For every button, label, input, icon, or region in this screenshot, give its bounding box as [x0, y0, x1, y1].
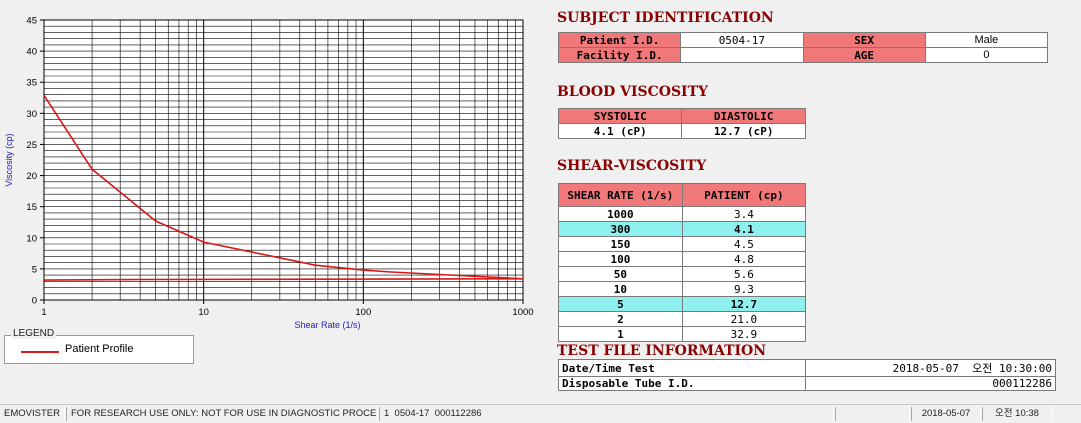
shear-rate-cell: 300	[558, 221, 683, 237]
diastolic-label: DIASTOLIC	[681, 108, 806, 124]
test-file-table: Date/Time Test 2018-05-07 오전 10:30:00 Di…	[558, 359, 1056, 391]
shear-row: 300 4.1	[558, 221, 807, 237]
shear-viscosity-table: SHEAR RATE (1/s) PATIENT (cp) 1000 3.4 300…	[558, 183, 807, 342]
status-record: 1 0504-17 000112286	[379, 407, 834, 421]
age-value: 0	[924, 47, 1049, 63]
subject-title: SUBJECT IDENTIFICATION	[557, 10, 774, 26]
shear-row: 100 4.8	[558, 251, 807, 267]
blood-viscosity-title: BLOOD VISCOSITY	[557, 84, 709, 100]
x-tick-label: 100	[355, 307, 371, 318]
patient-cp-cell: 9.3	[681, 281, 807, 297]
blood-viscosity-table: SYSTOLIC DIASTOLIC 4.1 (cP) 12.7 (cP)	[557, 108, 806, 139]
x-tick-label: 1	[41, 307, 46, 318]
patient-cp-cell: 3.4	[681, 206, 807, 222]
patient-id-value: 0504-17	[680, 32, 804, 48]
legend-box: LEGEND Patient Profile	[4, 328, 194, 364]
patient-id-label: Patient I.D.	[557, 32, 682, 48]
x-axis-label: Shear Rate (1/s)	[294, 320, 360, 330]
test-file-title: TEST FILE INFORMATION	[557, 343, 767, 359]
date-time-value: 2018-05-07 오전 10:30:00	[805, 359, 1056, 377]
shear-rate-cell: 100	[558, 251, 683, 267]
diastolic-value: 12.7 (cP)	[681, 123, 806, 139]
viscosity-chart: 0 5 10 15 20 25 30 35 40 45 1 10 100 1000 Shear Rate (…	[0, 4, 540, 330]
shear-row: 150 4.5	[558, 236, 807, 252]
shear-rate-cell: 2	[558, 311, 683, 327]
baseline-line	[43, 277, 524, 281]
x-tick-label: 10	[198, 307, 209, 318]
y-tick-label: 35	[26, 78, 37, 89]
patient-profile-line	[43, 94, 524, 280]
sex-label: SEX	[802, 32, 926, 48]
facility-id-label: Facility I.D.	[557, 47, 682, 63]
shear-rate-cell: 5	[558, 296, 683, 312]
tube-id-label: Disposable Tube I.D.	[558, 376, 806, 391]
patient-cp-cell: 5.6	[681, 266, 807, 282]
subject-table: Patient I.D. 0504-17 SEX Male Facility I…	[557, 32, 1049, 63]
patient-cp-cell: 4.8	[681, 251, 807, 267]
shear-row: 5 12.7	[558, 296, 807, 312]
legend-title: LEGEND	[11, 328, 57, 339]
patient-cp-header: PATIENT (cp)	[681, 183, 807, 207]
y-tick-label: 45	[26, 16, 37, 27]
shear-row: 50 5.6	[558, 266, 807, 282]
shear-rate-cell: 10	[558, 281, 683, 297]
y-axis-label: Viscosity (cp)	[4, 133, 14, 186]
shear-row: 10 9.3	[558, 281, 807, 297]
shear-row: 1000 3.4	[558, 206, 807, 222]
patient-cp-cell: 32.9	[681, 326, 807, 342]
status-time: 오전 10:38	[982, 407, 1052, 421]
status-blank	[835, 407, 910, 421]
plot-area	[43, 19, 524, 301]
status-notice: FOR RESEARCH USE ONLY: NOT FOR USE IN DI…	[66, 407, 378, 421]
y-tick-label: 15	[26, 202, 37, 213]
x-tick-label: 1000	[512, 307, 533, 318]
patient-cp-cell: 12.7	[681, 296, 807, 312]
shear-rate-header: SHEAR RATE (1/s)	[558, 183, 683, 207]
y-tick-label: 5	[32, 264, 37, 275]
shear-viscosity-title: SHEAR-VISCOSITY	[557, 158, 707, 174]
systolic-label: SYSTOLIC	[557, 108, 683, 124]
legend-line-swatch	[21, 351, 59, 353]
systolic-value: 4.1 (cP)	[557, 123, 683, 139]
y-tick-label: 25	[26, 140, 37, 151]
date-time-label: Date/Time Test	[558, 359, 806, 377]
shear-rate-cell: 1	[558, 326, 683, 342]
patient-cp-cell: 21.0	[681, 311, 807, 327]
status-date: 2018-05-07	[911, 407, 981, 421]
y-tick-label: 40	[26, 47, 37, 58]
shear-row: 1 32.9	[558, 326, 807, 342]
shear-rate-cell: 50	[558, 266, 683, 282]
patient-cp-cell: 4.5	[681, 236, 807, 252]
tube-id-value: 000112286	[805, 376, 1056, 391]
sex-value: Male	[924, 32, 1049, 48]
shear-rate-cell: 1000	[558, 206, 683, 222]
y-tick-label: 30	[26, 109, 37, 120]
legend-entry: Patient Profile	[65, 343, 134, 355]
facility-id-value	[680, 47, 804, 63]
shear-row: 2 21.0	[558, 311, 807, 327]
status-bar: EMOVISTER FOR RESEARCH USE ONLY: NOT FOR…	[0, 404, 1081, 423]
status-app-name: EMOVISTER	[0, 407, 65, 421]
shear-rate-cell: 150	[558, 236, 683, 252]
viscosity-chart-svg: 0 5 10 15 20 25 30 35 40 45 1 10 100 1000 Shear Rate (…	[4, 16, 534, 331]
y-tick-label: 10	[26, 233, 37, 244]
y-tick-label: 0	[32, 296, 37, 307]
y-tick-label: 20	[26, 171, 37, 182]
patient-cp-cell: 4.1	[681, 221, 807, 237]
age-label: AGE	[802, 47, 926, 63]
